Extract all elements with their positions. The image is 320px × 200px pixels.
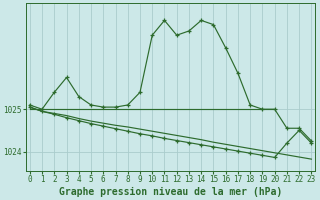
X-axis label: Graphe pression niveau de la mer (hPa): Graphe pression niveau de la mer (hPa)	[59, 186, 282, 197]
